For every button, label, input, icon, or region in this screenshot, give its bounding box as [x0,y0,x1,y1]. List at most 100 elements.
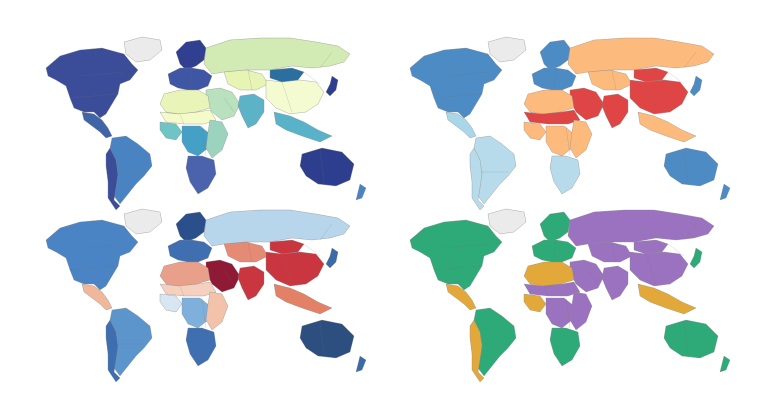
north-america-region [45,47,139,119]
country-border-line [683,223,697,241]
saharan-africa-region [523,261,575,287]
andes-region [469,319,485,383]
country-border-line [303,243,321,257]
andes-region [105,319,121,383]
country-border-line [433,265,481,271]
europe-west-region [167,67,213,91]
india-region [601,265,629,301]
country-border-line [69,265,117,271]
japan-region [325,247,339,269]
saharan-africa-region [159,89,211,115]
saharan-africa-region [159,261,211,287]
west-africa-region [523,121,547,141]
country-border-line [281,253,293,285]
mongolia-region [633,239,669,255]
country-border-line [281,81,293,113]
southeast-asia-region [637,283,697,315]
country-border-line [189,239,193,261]
country-border-line [587,269,599,285]
country-border-line [645,253,657,285]
central-africa-region [545,125,575,157]
country-border-line [611,69,617,91]
india-region [237,93,265,129]
country-border-line [667,243,685,257]
country-border-line [247,69,253,91]
map-svg-top-right [409,36,731,211]
southeast-asia-region [273,283,333,315]
north-america-region [409,47,503,119]
central-africa-region [181,125,211,157]
map-svg-bottom-left [45,208,367,383]
country-border-line [79,71,125,77]
southern-africa-region [549,155,581,195]
mongolia-region [269,67,305,83]
europe-north-region [175,211,207,243]
china-region [629,79,689,115]
country-border-line [69,93,117,99]
country-border-line [319,223,333,241]
world-map-bottom-right [384,196,744,386]
europe-west-region [167,239,213,263]
west-africa-region [159,293,183,313]
central-asia-region [223,69,269,91]
country-border-line [553,67,557,89]
central-asia-region [587,69,633,91]
country-border-line [443,243,489,249]
country-border-line [565,125,571,157]
australia-region [299,319,355,359]
japan-region [689,75,703,97]
andes-region [105,147,121,211]
india-region [237,265,265,301]
europe-north-region [539,39,571,71]
country-border-line [683,51,697,69]
saharan-africa-region [523,89,575,115]
new-zealand-region [719,183,731,201]
country-border-line [223,97,235,113]
north-america-region [409,219,503,291]
country-border-line [189,67,193,89]
country-border-line [433,93,481,99]
russia-region [567,209,715,247]
greenland-region [487,208,527,235]
andes-region [469,147,485,211]
country-border-line [645,81,657,113]
west-africa-region [523,293,547,313]
east-africa-region [569,291,593,331]
new-zealand-region [355,355,367,373]
world-map-bottom-left [20,196,380,386]
russia-region [203,209,351,247]
europe-north-region [175,39,207,71]
mongolia-region [269,239,305,255]
greenland-region [123,208,163,235]
new-zealand-region [719,355,731,373]
country-border-line [683,321,689,355]
north-america-region [45,219,139,291]
central-asia-region [587,241,633,263]
india-region [601,93,629,129]
china-region [629,251,689,287]
country-border-line [201,125,207,157]
greenland-region [123,36,163,63]
southern-africa-region [185,155,217,195]
russia-region [567,37,715,75]
sahel-region [159,109,217,125]
east-africa-region [205,291,229,331]
sahel-region [159,281,217,297]
central-africa-region [181,297,211,329]
southeast-asia-region [637,111,697,143]
japan-region [689,247,703,269]
country-border-line [543,285,549,297]
country-border-line [443,71,489,77]
country-border-line [319,51,333,69]
country-border-line [553,239,557,261]
china-region [265,251,325,287]
country-border-line [565,297,571,329]
east-africa-region [205,119,229,159]
country-border-line [667,71,685,85]
country-border-line [247,241,253,263]
world-map-top-left [20,24,380,214]
europe-west-region [531,239,577,263]
central-america-region [445,111,477,139]
australia-region [299,147,355,187]
sahel-region [523,109,581,125]
